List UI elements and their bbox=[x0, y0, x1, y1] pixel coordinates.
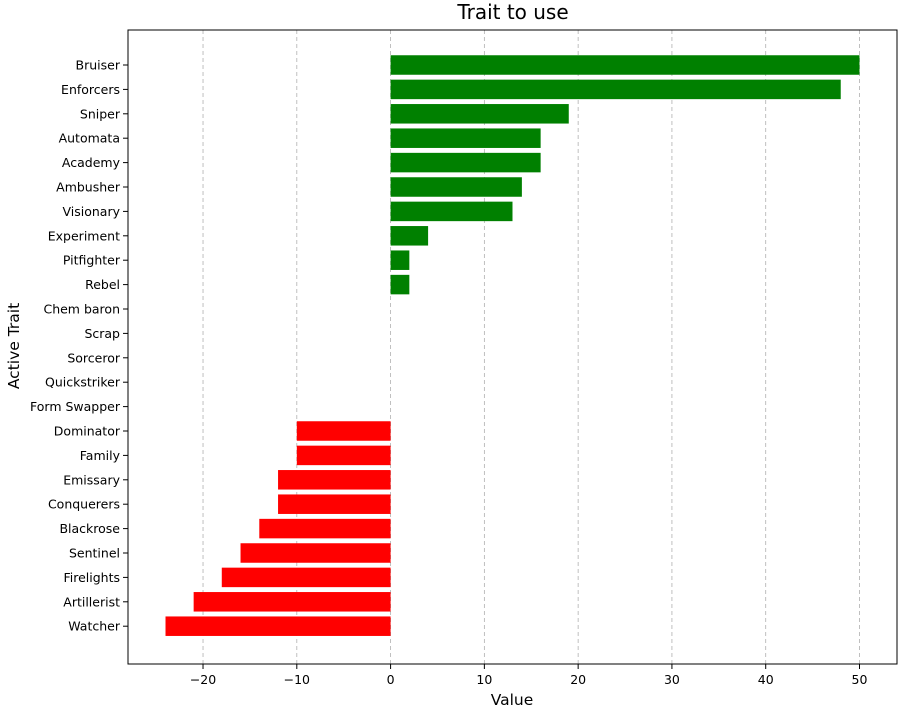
x-tick-label: −20 bbox=[190, 672, 216, 687]
bar-visionary bbox=[390, 201, 513, 222]
bar-dominator bbox=[296, 421, 391, 441]
y-tick-label: Rebel bbox=[85, 277, 120, 292]
bar-academy bbox=[390, 152, 541, 173]
y-tick-label: Dominator bbox=[54, 424, 121, 439]
bar-pitfighter bbox=[390, 250, 410, 270]
bar-firelights bbox=[221, 567, 391, 588]
y-tick-label: Pitfighter bbox=[63, 253, 121, 268]
y-tick-label: Sorceror bbox=[67, 350, 121, 365]
y-tick-label: Experiment bbox=[48, 228, 120, 243]
bar-ambusher bbox=[390, 177, 522, 197]
x-tick-label: −10 bbox=[284, 672, 310, 687]
y-axis-ticks: Bruiser Enforcers Sniper Automata Academy Amb… bbox=[30, 58, 128, 634]
bars bbox=[165, 55, 860, 636]
x-tick-label: 30 bbox=[664, 672, 680, 687]
x-tick-label: 50 bbox=[852, 672, 868, 687]
plot-area-frame bbox=[127, 29, 898, 665]
bar-automata bbox=[390, 128, 541, 148]
y-tick-label: Conquerers bbox=[48, 497, 120, 512]
y-tick-label: Form Swapper bbox=[30, 399, 121, 414]
bar-sniper bbox=[390, 104, 569, 124]
bar-family bbox=[296, 445, 391, 466]
y-tick-label: Artillerist bbox=[63, 594, 120, 609]
bar-bruiser bbox=[390, 55, 860, 75]
y-tick-label: Chem baron bbox=[43, 302, 120, 317]
x-axis-ticks: −20 −10 0 10 20 30 40 50 bbox=[190, 664, 868, 687]
y-tick-label: Bruiser bbox=[76, 58, 121, 73]
bar-watcher bbox=[165, 616, 391, 636]
y-tick-label: Enforcers bbox=[61, 82, 120, 97]
y-tick-label: Sentinel bbox=[69, 546, 120, 561]
x-axis-label: Value bbox=[491, 691, 534, 707]
y-tick-label: Family bbox=[80, 448, 121, 463]
y-tick-label: Firelights bbox=[63, 570, 120, 585]
x-tick-label: 10 bbox=[476, 672, 492, 687]
bar-rebel bbox=[390, 274, 410, 295]
bar-sentinel bbox=[240, 543, 391, 563]
y-tick-label: Emissary bbox=[63, 472, 120, 487]
y-tick-label: Academy bbox=[62, 155, 121, 170]
bar-experiment bbox=[390, 226, 429, 246]
y-tick-label: Quickstriker bbox=[45, 375, 121, 390]
y-tick-label: Ambusher bbox=[56, 180, 121, 195]
y-tick-label: Sniper bbox=[80, 106, 121, 121]
x-tick-label: 20 bbox=[570, 672, 586, 687]
x-tick-label: 0 bbox=[387, 672, 395, 687]
y-tick-label: Visionary bbox=[62, 204, 120, 219]
y-tick-label: Watcher bbox=[68, 619, 121, 634]
chart-title: Trait to use bbox=[456, 0, 568, 24]
y-tick-label: Scrap bbox=[84, 326, 120, 341]
y-tick-label: Blackrose bbox=[59, 521, 120, 536]
bar-conquerers bbox=[278, 494, 391, 514]
bar-enforcers bbox=[390, 79, 841, 100]
y-axis-label: Active Trait bbox=[5, 303, 23, 389]
bar-blackrose bbox=[259, 518, 391, 539]
bar-artillerist bbox=[193, 592, 391, 612]
y-tick-label: Automata bbox=[59, 131, 120, 146]
x-tick-label: 40 bbox=[758, 672, 774, 687]
bar-emissary bbox=[278, 470, 391, 490]
